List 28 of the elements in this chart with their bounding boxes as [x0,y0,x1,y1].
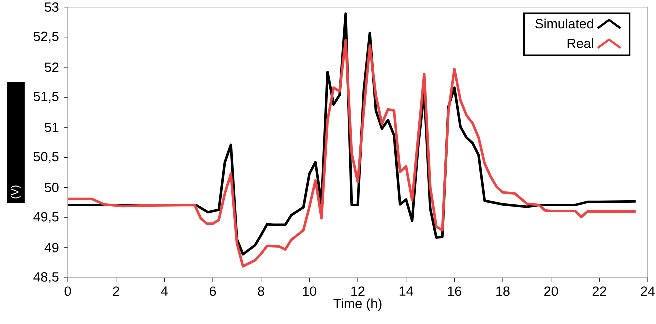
y-tick-label: 49,5 [34,212,59,224]
x-tick-label: 0 [64,286,72,296]
x-tick-label: 4 [161,286,168,296]
x-tick-label: 6 [210,286,216,296]
y-axis-title: (V) [11,186,21,199]
x-axis-title: Time (h) [334,298,382,312]
y-tick-label: 51,5 [34,92,59,103]
y-tick-label: 48,5 [34,272,59,284]
x-tick-label: 22 [592,286,606,296]
x-tick-label: 20 [544,286,558,296]
legend-label: Simulated [536,18,594,29]
x-tick-label: 18 [496,286,510,296]
y-tick-label: 49 [44,243,59,253]
x-tick-label: 12 [352,286,365,296]
y-tick-label: 52 [45,62,59,72]
x-tick-label: 24 [641,286,656,296]
y-tick-label: 51 [45,122,59,132]
y-tick-label: 53 [45,2,59,12]
x-tick-label: 14 [400,286,414,296]
x-tick-label: 2 [113,286,120,296]
y-tick-label: 52,5 [34,32,59,43]
legend-label: Real [568,38,594,48]
x-tick-label: 8 [258,286,264,296]
line-series [68,39,638,268]
y-tick-label: 50 [45,183,59,192]
x-tick-label: 16 [448,286,462,296]
x-tick-label: 10 [303,286,317,296]
y-tick-label: 50,5 [34,152,59,164]
